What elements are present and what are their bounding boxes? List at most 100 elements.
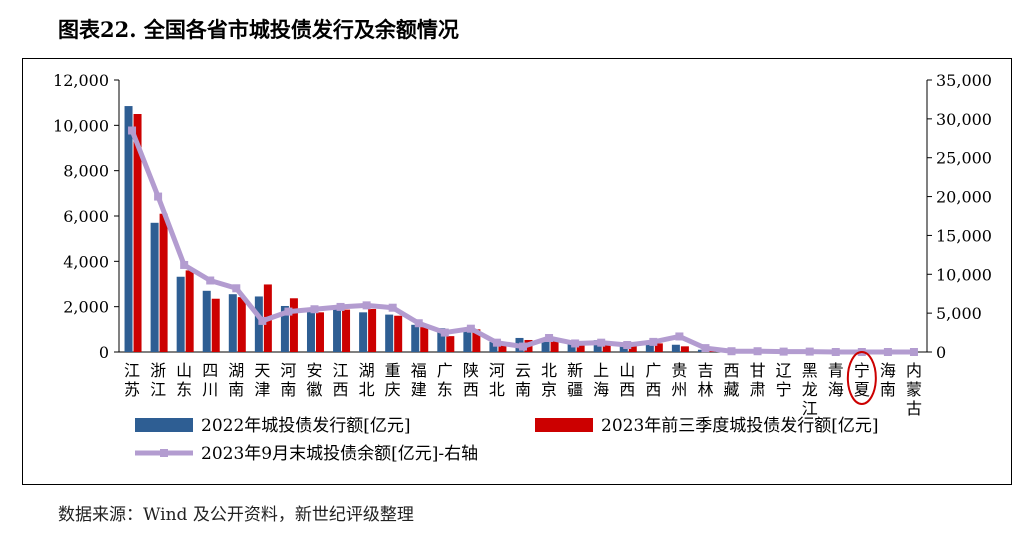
- bar-2022-江西: [333, 308, 342, 352]
- legend-label-1: 2023年前三季度城投债发行额[亿元]: [601, 416, 879, 436]
- right-tick-label: 10,000: [936, 265, 992, 284]
- bar-2022-河南: [280, 305, 289, 352]
- category-label-辽宁: 辽宁: [776, 361, 792, 399]
- balance-marker-青海: [831, 348, 840, 356]
- bar-2023q3-湖南: [237, 297, 246, 352]
- balance-marker-河南: [284, 307, 293, 316]
- balance-marker-四川: [206, 276, 215, 285]
- legend-label-0: 2022年城投债发行额[亿元]: [201, 416, 411, 436]
- bar-2022-河北: [489, 341, 498, 352]
- chart-frame: 0 2,000 4,000 6,000 8,000 10,000 12,000 0 5,000 1…: [22, 58, 1012, 485]
- category-label-陕西: 陕西: [463, 361, 479, 399]
- bar-2023q3-浙江: [159, 213, 168, 352]
- bar-2022-陕西: [463, 331, 472, 352]
- bar-2023q3-江苏: [133, 114, 142, 352]
- right-tick-label: 0: [936, 343, 946, 362]
- bar-2023q3-河南: [289, 298, 298, 352]
- category-label-吉林: 吉林: [697, 361, 713, 399]
- bar-2023q3-广西: [654, 343, 663, 352]
- bar-2022-江苏: [124, 106, 133, 352]
- category-label-黑龙江: 黑龙江: [802, 361, 818, 418]
- balance-marker-甘肃: [753, 347, 762, 356]
- bar-2023q3-山西: [628, 345, 637, 352]
- category-label-福建: 福建: [411, 361, 427, 399]
- balance-marker-辽宁: [779, 347, 788, 356]
- bar-2023q3-北京: [550, 341, 559, 352]
- bar-2023q3-上海: [602, 341, 611, 352]
- category-label-青海: 青海: [828, 361, 844, 399]
- balance-marker-重庆: [388, 303, 397, 312]
- chart-svg: 0 2,000 4,000 6,000 8,000 10,000 12,000 0 5,000 1…: [53, 71, 992, 464]
- bar-2023q3-安徽: [315, 312, 324, 352]
- right-tick-label: 5,000: [936, 304, 982, 323]
- bar-2023q3-四川: [211, 298, 220, 352]
- right-tick-label: 15,000: [936, 226, 992, 245]
- right-tick-label: 20,000: [936, 188, 992, 207]
- category-label-河北: 河北: [489, 361, 505, 399]
- category-label-江西: 江西: [333, 361, 349, 399]
- highlight-circle: [846, 351, 877, 405]
- category-label-内蒙古: 内蒙古: [906, 361, 922, 418]
- balance-marker-广西: [649, 337, 658, 346]
- balance-marker-上海: [597, 338, 606, 347]
- left-tick-label: 4,000: [63, 252, 109, 271]
- right-tick-label: 30,000: [936, 110, 992, 129]
- bar-2023q3-河北: [498, 342, 507, 352]
- bar-2023q3-吉林: [706, 350, 715, 352]
- bar-2023q3-重庆: [394, 315, 403, 352]
- balance-marker-浙江: [154, 192, 163, 201]
- bar-2023q3-贵州: [680, 346, 689, 352]
- bar-2022-山东: [176, 276, 185, 352]
- left-tick-label: 10,000: [53, 116, 109, 135]
- left-tick-label: 12,000: [53, 71, 109, 90]
- category-label-湖北: 湖北: [359, 361, 375, 399]
- balance-marker-云南: [519, 342, 527, 351]
- category-label-北京: 北京: [541, 361, 557, 399]
- category-label-西藏: 西藏: [724, 361, 740, 399]
- balance-marker-山西: [623, 341, 632, 350]
- bar-2023q3-新疆: [576, 344, 585, 352]
- left-tick-label: 6,000: [63, 207, 109, 226]
- bar-2022-安徽: [306, 311, 315, 352]
- balance-line: [129, 129, 914, 355]
- bar-2023q3-陕西: [472, 329, 481, 352]
- bar-2023q3-广东: [446, 336, 455, 352]
- legend-marker-2: [160, 449, 168, 457]
- bar-2023q3-山东: [185, 270, 194, 352]
- right-tick-label: 25,000: [936, 149, 992, 168]
- category-label-四川: 四川: [202, 361, 218, 399]
- right-tick-label: 35,000: [936, 71, 992, 90]
- bar-2023q3-福建: [420, 325, 429, 352]
- legend-swatch-0: [135, 418, 193, 432]
- category-label-山西: 山西: [619, 361, 635, 399]
- bar-2022-湖北: [359, 312, 368, 352]
- bar-2022-重庆: [385, 314, 394, 352]
- category-label-新疆: 新疆: [567, 361, 583, 399]
- category-label-江苏: 江苏: [124, 361, 140, 399]
- balance-marker-天津: [258, 316, 267, 325]
- balance-marker-安徽: [310, 305, 319, 314]
- bar-2022-新疆: [567, 344, 576, 352]
- balance-marker-贵州: [675, 332, 684, 341]
- figure-title: 图表22. 全国各省市城投债发行及余额情况: [58, 17, 459, 42]
- balance-marker-江苏: [128, 126, 137, 135]
- balance-marker-西藏: [727, 347, 736, 356]
- balance-marker-海南: [883, 348, 892, 356]
- category-label-浙江: 浙江: [150, 361, 166, 399]
- balance-marker-北京: [545, 334, 554, 343]
- balance-marker-湖北: [362, 301, 371, 310]
- balance-marker-山东: [180, 260, 189, 269]
- balance-marker-内蒙古: [909, 348, 918, 356]
- category-label-天津: 天津: [254, 361, 270, 399]
- bar-2022-北京: [541, 339, 550, 352]
- balance-marker-新疆: [571, 339, 580, 348]
- bar-2022-福建: [411, 324, 420, 352]
- balance-marker-江西: [336, 302, 345, 311]
- category-label-重庆: 重庆: [385, 361, 401, 399]
- bar-2023q3-江西: [342, 309, 351, 352]
- source-note: 数据来源：Wind 及公开资料，新世纪评级整理: [58, 505, 414, 525]
- bar-2023q3-湖北: [368, 308, 377, 352]
- bar-2022-四川: [202, 290, 211, 352]
- balance-marker-福建: [414, 319, 423, 328]
- category-label-安徽: 安徽: [306, 361, 322, 399]
